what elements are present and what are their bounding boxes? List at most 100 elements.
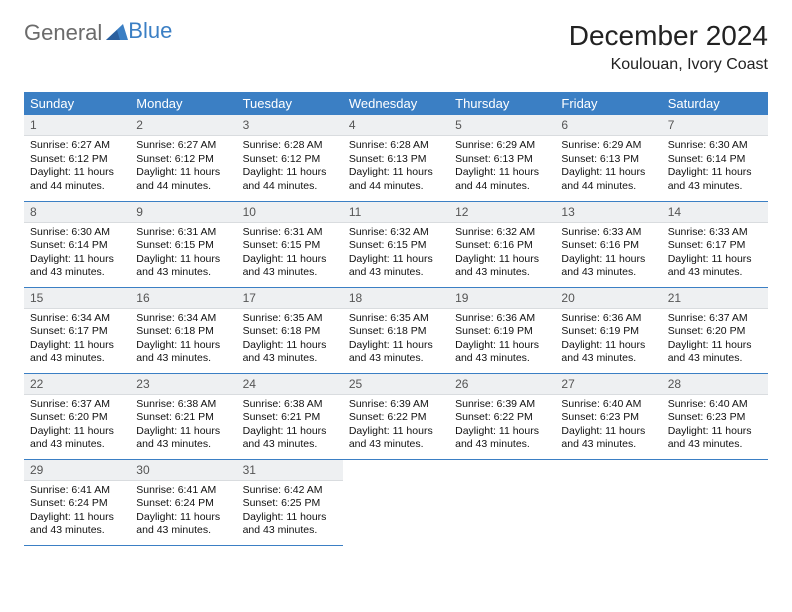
day-number: 28 [662,374,768,395]
calendar-day-cell: 9Sunrise: 6:31 AMSunset: 6:15 PMDaylight… [130,201,236,287]
day-details: Sunrise: 6:42 AMSunset: 6:25 PMDaylight:… [237,481,343,545]
day-details: Sunrise: 6:34 AMSunset: 6:17 PMDaylight:… [24,309,130,373]
day-number: 27 [555,374,661,395]
day-details: Sunrise: 6:32 AMSunset: 6:16 PMDaylight:… [449,223,555,287]
day-details: Sunrise: 6:40 AMSunset: 6:23 PMDaylight:… [555,395,661,459]
calendar-body: 1Sunrise: 6:27 AMSunset: 6:12 PMDaylight… [24,115,768,545]
logo-text-2: Blue [128,18,172,44]
day-number: 30 [130,460,236,481]
day-details: Sunrise: 6:34 AMSunset: 6:18 PMDaylight:… [130,309,236,373]
calendar-table: SundayMondayTuesdayWednesdayThursdayFrid… [24,92,768,546]
day-details: Sunrise: 6:30 AMSunset: 6:14 PMDaylight:… [24,223,130,287]
calendar-day-cell: 4Sunrise: 6:28 AMSunset: 6:13 PMDaylight… [343,115,449,201]
weekday-header: Monday [130,92,236,115]
day-details: Sunrise: 6:37 AMSunset: 6:20 PMDaylight:… [24,395,130,459]
calendar-day-cell: 18Sunrise: 6:35 AMSunset: 6:18 PMDayligh… [343,287,449,373]
day-number: 11 [343,202,449,223]
day-number: 25 [343,374,449,395]
header: General Blue December 2024 Koulouan, Ivo… [24,20,768,74]
day-number: 9 [130,202,236,223]
day-details: Sunrise: 6:39 AMSunset: 6:22 PMDaylight:… [343,395,449,459]
calendar-day-cell: 19Sunrise: 6:36 AMSunset: 6:19 PMDayligh… [449,287,555,373]
calendar-day-cell: 8Sunrise: 6:30 AMSunset: 6:14 PMDaylight… [24,201,130,287]
day-number: 23 [130,374,236,395]
day-details: Sunrise: 6:37 AMSunset: 6:20 PMDaylight:… [662,309,768,373]
day-details: Sunrise: 6:33 AMSunset: 6:16 PMDaylight:… [555,223,661,287]
calendar-day-cell: 24Sunrise: 6:38 AMSunset: 6:21 PMDayligh… [237,373,343,459]
day-number: 31 [237,460,343,481]
calendar-day-cell: 20Sunrise: 6:36 AMSunset: 6:19 PMDayligh… [555,287,661,373]
day-details: Sunrise: 6:30 AMSunset: 6:14 PMDaylight:… [662,136,768,200]
calendar-day-cell: 5Sunrise: 6:29 AMSunset: 6:13 PMDaylight… [449,115,555,201]
day-number: 18 [343,288,449,309]
day-number: 16 [130,288,236,309]
day-details: Sunrise: 6:36 AMSunset: 6:19 PMDaylight:… [449,309,555,373]
calendar-day-cell: 28Sunrise: 6:40 AMSunset: 6:23 PMDayligh… [662,373,768,459]
day-details: Sunrise: 6:28 AMSunset: 6:13 PMDaylight:… [343,136,449,200]
day-number: 24 [237,374,343,395]
calendar-week-row: 8Sunrise: 6:30 AMSunset: 6:14 PMDaylight… [24,201,768,287]
calendar-day-cell: 13Sunrise: 6:33 AMSunset: 6:16 PMDayligh… [555,201,661,287]
day-number: 21 [662,288,768,309]
calendar-day-cell: 11Sunrise: 6:32 AMSunset: 6:15 PMDayligh… [343,201,449,287]
calendar-day-cell [662,459,768,545]
calendar-day-cell: 26Sunrise: 6:39 AMSunset: 6:22 PMDayligh… [449,373,555,459]
day-number: 1 [24,115,130,136]
weekday-header: Saturday [662,92,768,115]
day-details: Sunrise: 6:38 AMSunset: 6:21 PMDaylight:… [130,395,236,459]
day-number: 2 [130,115,236,136]
day-number: 19 [449,288,555,309]
calendar-day-cell: 10Sunrise: 6:31 AMSunset: 6:15 PMDayligh… [237,201,343,287]
calendar-day-cell: 17Sunrise: 6:35 AMSunset: 6:18 PMDayligh… [237,287,343,373]
calendar-week-row: 22Sunrise: 6:37 AMSunset: 6:20 PMDayligh… [24,373,768,459]
day-details: Sunrise: 6:36 AMSunset: 6:19 PMDaylight:… [555,309,661,373]
day-number: 5 [449,115,555,136]
day-details: Sunrise: 6:28 AMSunset: 6:12 PMDaylight:… [237,136,343,200]
calendar-day-cell: 15Sunrise: 6:34 AMSunset: 6:17 PMDayligh… [24,287,130,373]
day-details: Sunrise: 6:41 AMSunset: 6:24 PMDaylight:… [24,481,130,545]
day-number: 7 [662,115,768,136]
day-number: 17 [237,288,343,309]
location: Koulouan, Ivory Coast [569,56,768,74]
day-number: 4 [343,115,449,136]
weekday-header: Sunday [24,92,130,115]
day-details: Sunrise: 6:41 AMSunset: 6:24 PMDaylight:… [130,481,236,545]
day-details: Sunrise: 6:35 AMSunset: 6:18 PMDaylight:… [237,309,343,373]
day-details: Sunrise: 6:32 AMSunset: 6:15 PMDaylight:… [343,223,449,287]
day-details: Sunrise: 6:40 AMSunset: 6:23 PMDaylight:… [662,395,768,459]
calendar-day-cell: 25Sunrise: 6:39 AMSunset: 6:22 PMDayligh… [343,373,449,459]
calendar-day-cell: 12Sunrise: 6:32 AMSunset: 6:16 PMDayligh… [449,201,555,287]
weekday-header: Friday [555,92,661,115]
day-details: Sunrise: 6:31 AMSunset: 6:15 PMDaylight:… [237,223,343,287]
title-block: December 2024 Koulouan, Ivory Coast [569,20,768,74]
month-title: December 2024 [569,20,768,52]
day-details: Sunrise: 6:27 AMSunset: 6:12 PMDaylight:… [24,136,130,200]
calendar-day-cell: 2Sunrise: 6:27 AMSunset: 6:12 PMDaylight… [130,115,236,201]
calendar-day-cell: 14Sunrise: 6:33 AMSunset: 6:17 PMDayligh… [662,201,768,287]
calendar-day-cell: 22Sunrise: 6:37 AMSunset: 6:20 PMDayligh… [24,373,130,459]
calendar-day-cell: 23Sunrise: 6:38 AMSunset: 6:21 PMDayligh… [130,373,236,459]
calendar-day-cell: 31Sunrise: 6:42 AMSunset: 6:25 PMDayligh… [237,459,343,545]
day-number: 6 [555,115,661,136]
calendar-day-cell [555,459,661,545]
calendar-day-cell: 7Sunrise: 6:30 AMSunset: 6:14 PMDaylight… [662,115,768,201]
weekday-header: Thursday [449,92,555,115]
day-number: 22 [24,374,130,395]
day-details: Sunrise: 6:29 AMSunset: 6:13 PMDaylight:… [449,136,555,200]
logo-triangle-icon [106,20,128,46]
weekday-header: Tuesday [237,92,343,115]
calendar-day-cell: 6Sunrise: 6:29 AMSunset: 6:13 PMDaylight… [555,115,661,201]
day-number: 14 [662,202,768,223]
day-number: 29 [24,460,130,481]
calendar-day-cell: 3Sunrise: 6:28 AMSunset: 6:12 PMDaylight… [237,115,343,201]
logo-text-1: General [24,20,102,46]
weekday-header-row: SundayMondayTuesdayWednesdayThursdayFrid… [24,92,768,115]
day-number: 12 [449,202,555,223]
day-details: Sunrise: 6:27 AMSunset: 6:12 PMDaylight:… [130,136,236,200]
calendar-week-row: 1Sunrise: 6:27 AMSunset: 6:12 PMDaylight… [24,115,768,201]
day-number: 15 [24,288,130,309]
day-number: 26 [449,374,555,395]
day-details: Sunrise: 6:29 AMSunset: 6:13 PMDaylight:… [555,136,661,200]
calendar-day-cell [343,459,449,545]
calendar-day-cell: 30Sunrise: 6:41 AMSunset: 6:24 PMDayligh… [130,459,236,545]
